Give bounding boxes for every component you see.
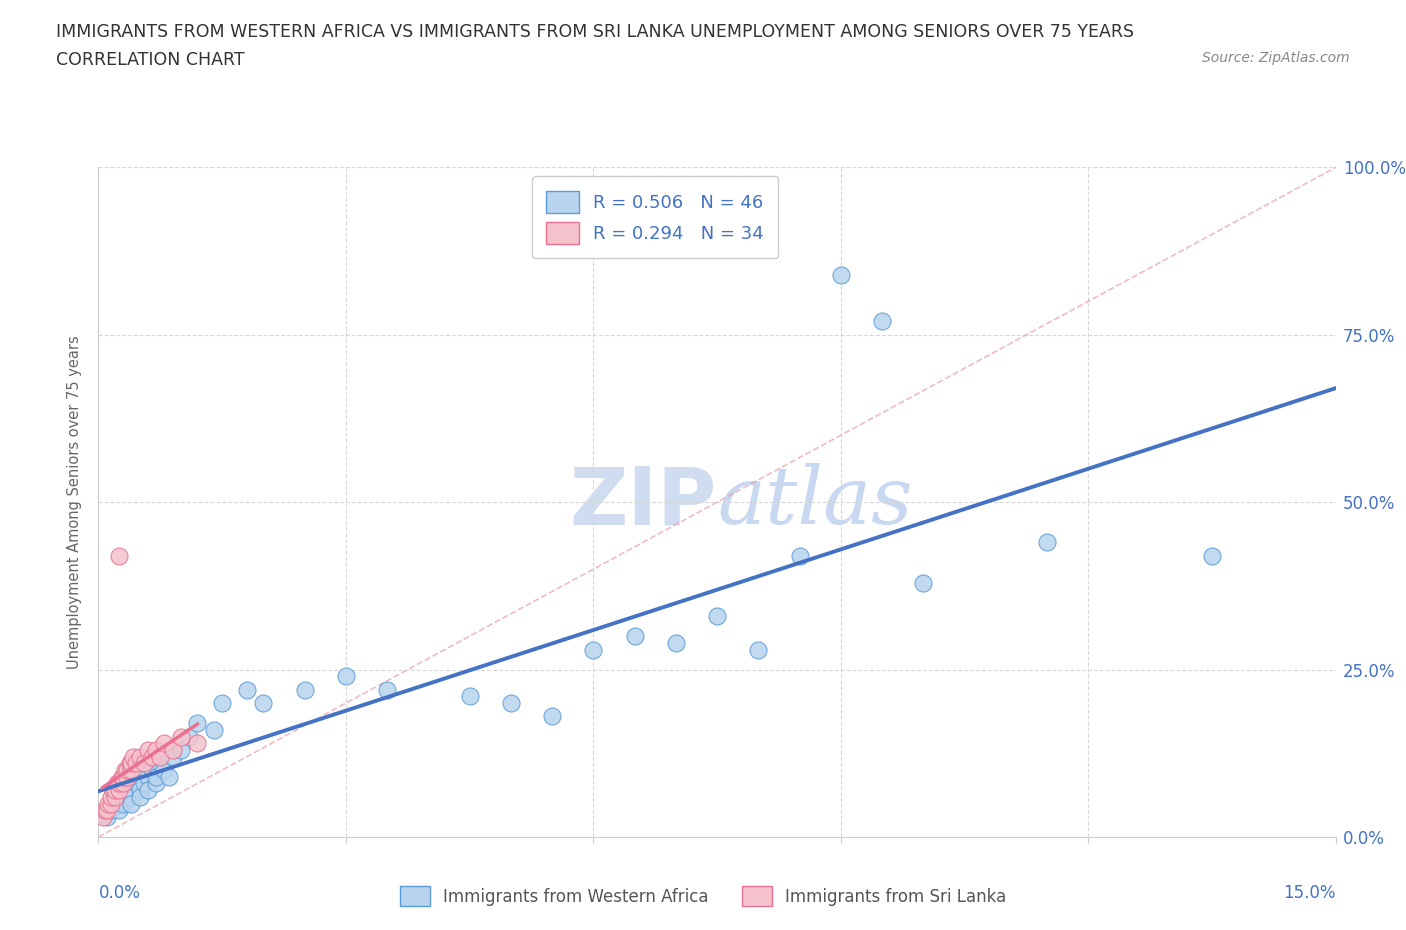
Point (103, 783, 125, 798)
Point (120, 763, 142, 777)
Point (104, 796, 127, 811)
Point (112, 796, 135, 811)
Point (128, 790, 150, 804)
Point (153, 763, 176, 777)
Point (157, 769, 180, 784)
Point (162, 750, 184, 764)
Point (108, 549, 131, 564)
Point (100, 790, 122, 804)
Point (1036, 535, 1059, 550)
Point (122, 750, 145, 764)
Point (132, 756, 155, 771)
Point (124, 756, 146, 771)
Point (149, 756, 172, 771)
Legend: Immigrants from Western Africa, Immigrants from Sri Lanka: Immigrants from Western Africa, Immigran… (392, 880, 1014, 912)
Point (499, 696, 522, 711)
Point (132, 776, 155, 790)
Point (112, 776, 135, 790)
Point (186, 716, 208, 731)
Point (108, 776, 131, 790)
Text: 0.0%: 0.0% (98, 884, 141, 902)
Point (128, 750, 150, 764)
Point (97, 796, 120, 811)
Text: atlas: atlas (717, 463, 912, 541)
Point (112, 790, 135, 804)
Point (91, 809, 114, 824)
Text: Source: ZipAtlas.com: Source: ZipAtlas.com (1202, 51, 1350, 65)
Point (136, 742, 159, 757)
Point (170, 729, 193, 744)
Point (118, 756, 141, 771)
Point (375, 683, 398, 698)
Point (149, 750, 172, 764)
Point (96, 803, 118, 817)
Point (117, 783, 139, 798)
Point (105, 776, 128, 790)
Point (162, 742, 184, 757)
Point (112, 769, 135, 784)
Point (94, 803, 117, 817)
Point (236, 683, 259, 698)
Point (141, 750, 163, 764)
Point (186, 736, 208, 751)
Point (623, 629, 645, 644)
Y-axis label: Unemployment Among Seniors over 75 years: Unemployment Among Seniors over 75 years (67, 336, 83, 669)
Point (120, 790, 142, 804)
Legend: R = 0.506   N = 46, R = 0.294   N = 34: R = 0.506 N = 46, R = 0.294 N = 34 (531, 177, 779, 259)
Point (665, 635, 688, 650)
Point (153, 736, 176, 751)
Point (145, 742, 167, 757)
Point (145, 769, 167, 784)
Point (830, 267, 852, 282)
Point (124, 776, 146, 790)
Point (294, 683, 316, 698)
Point (789, 549, 811, 564)
Point (120, 796, 142, 811)
Point (104, 783, 127, 798)
Point (117, 769, 139, 784)
Point (335, 669, 357, 684)
Point (136, 783, 159, 798)
Point (541, 709, 564, 724)
Point (114, 763, 136, 777)
Point (141, 763, 163, 777)
Point (96, 809, 118, 824)
Point (117, 763, 139, 777)
Point (706, 608, 728, 623)
Point (458, 689, 481, 704)
Point (170, 742, 193, 757)
Text: IMMIGRANTS FROM WESTERN AFRICA VS IMMIGRANTS FROM SRI LANKA UNEMPLOYMENT AMONG S: IMMIGRANTS FROM WESTERN AFRICA VS IMMIGR… (56, 23, 1135, 41)
Text: CORRELATION CHART: CORRELATION CHART (56, 51, 245, 69)
Point (108, 803, 131, 817)
Point (1201, 549, 1223, 564)
Text: 15.0%: 15.0% (1284, 884, 1336, 902)
Point (211, 696, 233, 711)
Point (120, 756, 142, 771)
Point (110, 769, 132, 784)
Point (202, 723, 225, 737)
Point (582, 642, 605, 657)
Point (179, 729, 201, 744)
Point (104, 790, 127, 804)
Point (108, 783, 131, 798)
Point (136, 769, 159, 784)
Point (100, 796, 122, 811)
Point (912, 575, 935, 590)
Point (747, 642, 769, 657)
Text: ZIP: ZIP (569, 463, 717, 541)
Point (870, 314, 893, 329)
Point (128, 783, 150, 798)
Point (100, 803, 122, 817)
Point (252, 696, 274, 711)
Point (145, 776, 167, 790)
